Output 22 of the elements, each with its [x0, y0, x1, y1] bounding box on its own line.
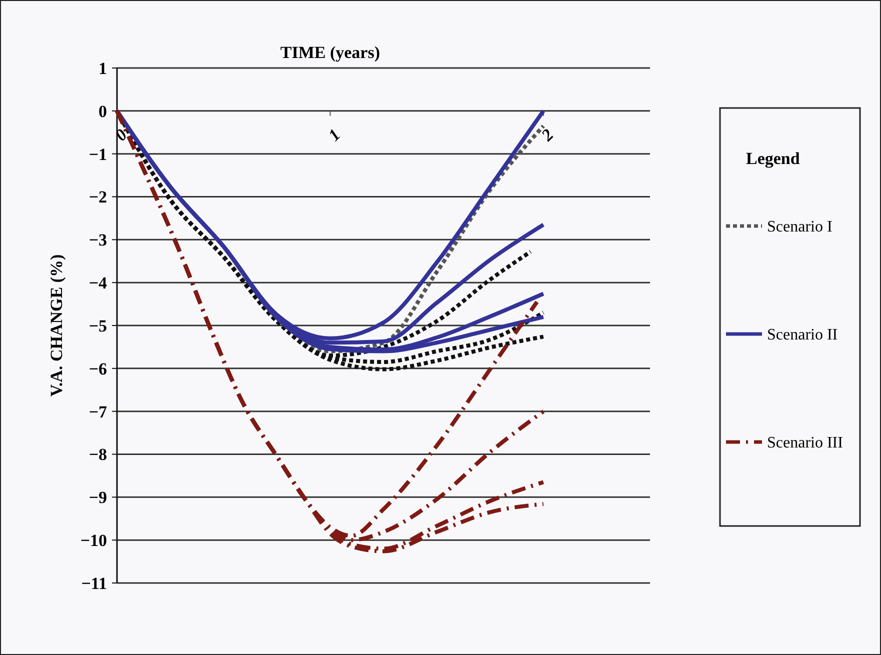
y-tick-label: −5	[88, 316, 107, 336]
x-tick-label: 2	[537, 124, 558, 146]
x-tick-label: 1	[324, 125, 344, 145]
y-tick-label: −6	[88, 359, 107, 378]
legend-title: Legend	[746, 149, 800, 168]
y-tick-label: −8	[88, 445, 107, 464]
legend-label: Scenario II	[767, 326, 838, 344]
y-tick-label: −1	[88, 144, 107, 164]
y-tick-label: 0	[98, 102, 107, 121]
y-tick-label: −4	[88, 274, 108, 293]
legend-label: Scenario III	[767, 434, 843, 452]
y-tick-label: −9	[88, 488, 107, 508]
y-tick-label: −7	[88, 402, 108, 422]
legend-label: Scenario I	[767, 218, 832, 236]
y-tick-label: −3	[88, 230, 107, 250]
x-axis-title: TIME (years)	[280, 43, 380, 62]
x-tick-label: 0	[111, 124, 132, 145]
y-tick-label: −11	[81, 574, 107, 593]
y-tick-label: −2	[88, 188, 107, 207]
y-tick-label: −10	[80, 531, 107, 550]
y-axis-title: V.A. CHANGE (%)	[47, 254, 66, 397]
y-tick-label: 1	[98, 58, 107, 78]
